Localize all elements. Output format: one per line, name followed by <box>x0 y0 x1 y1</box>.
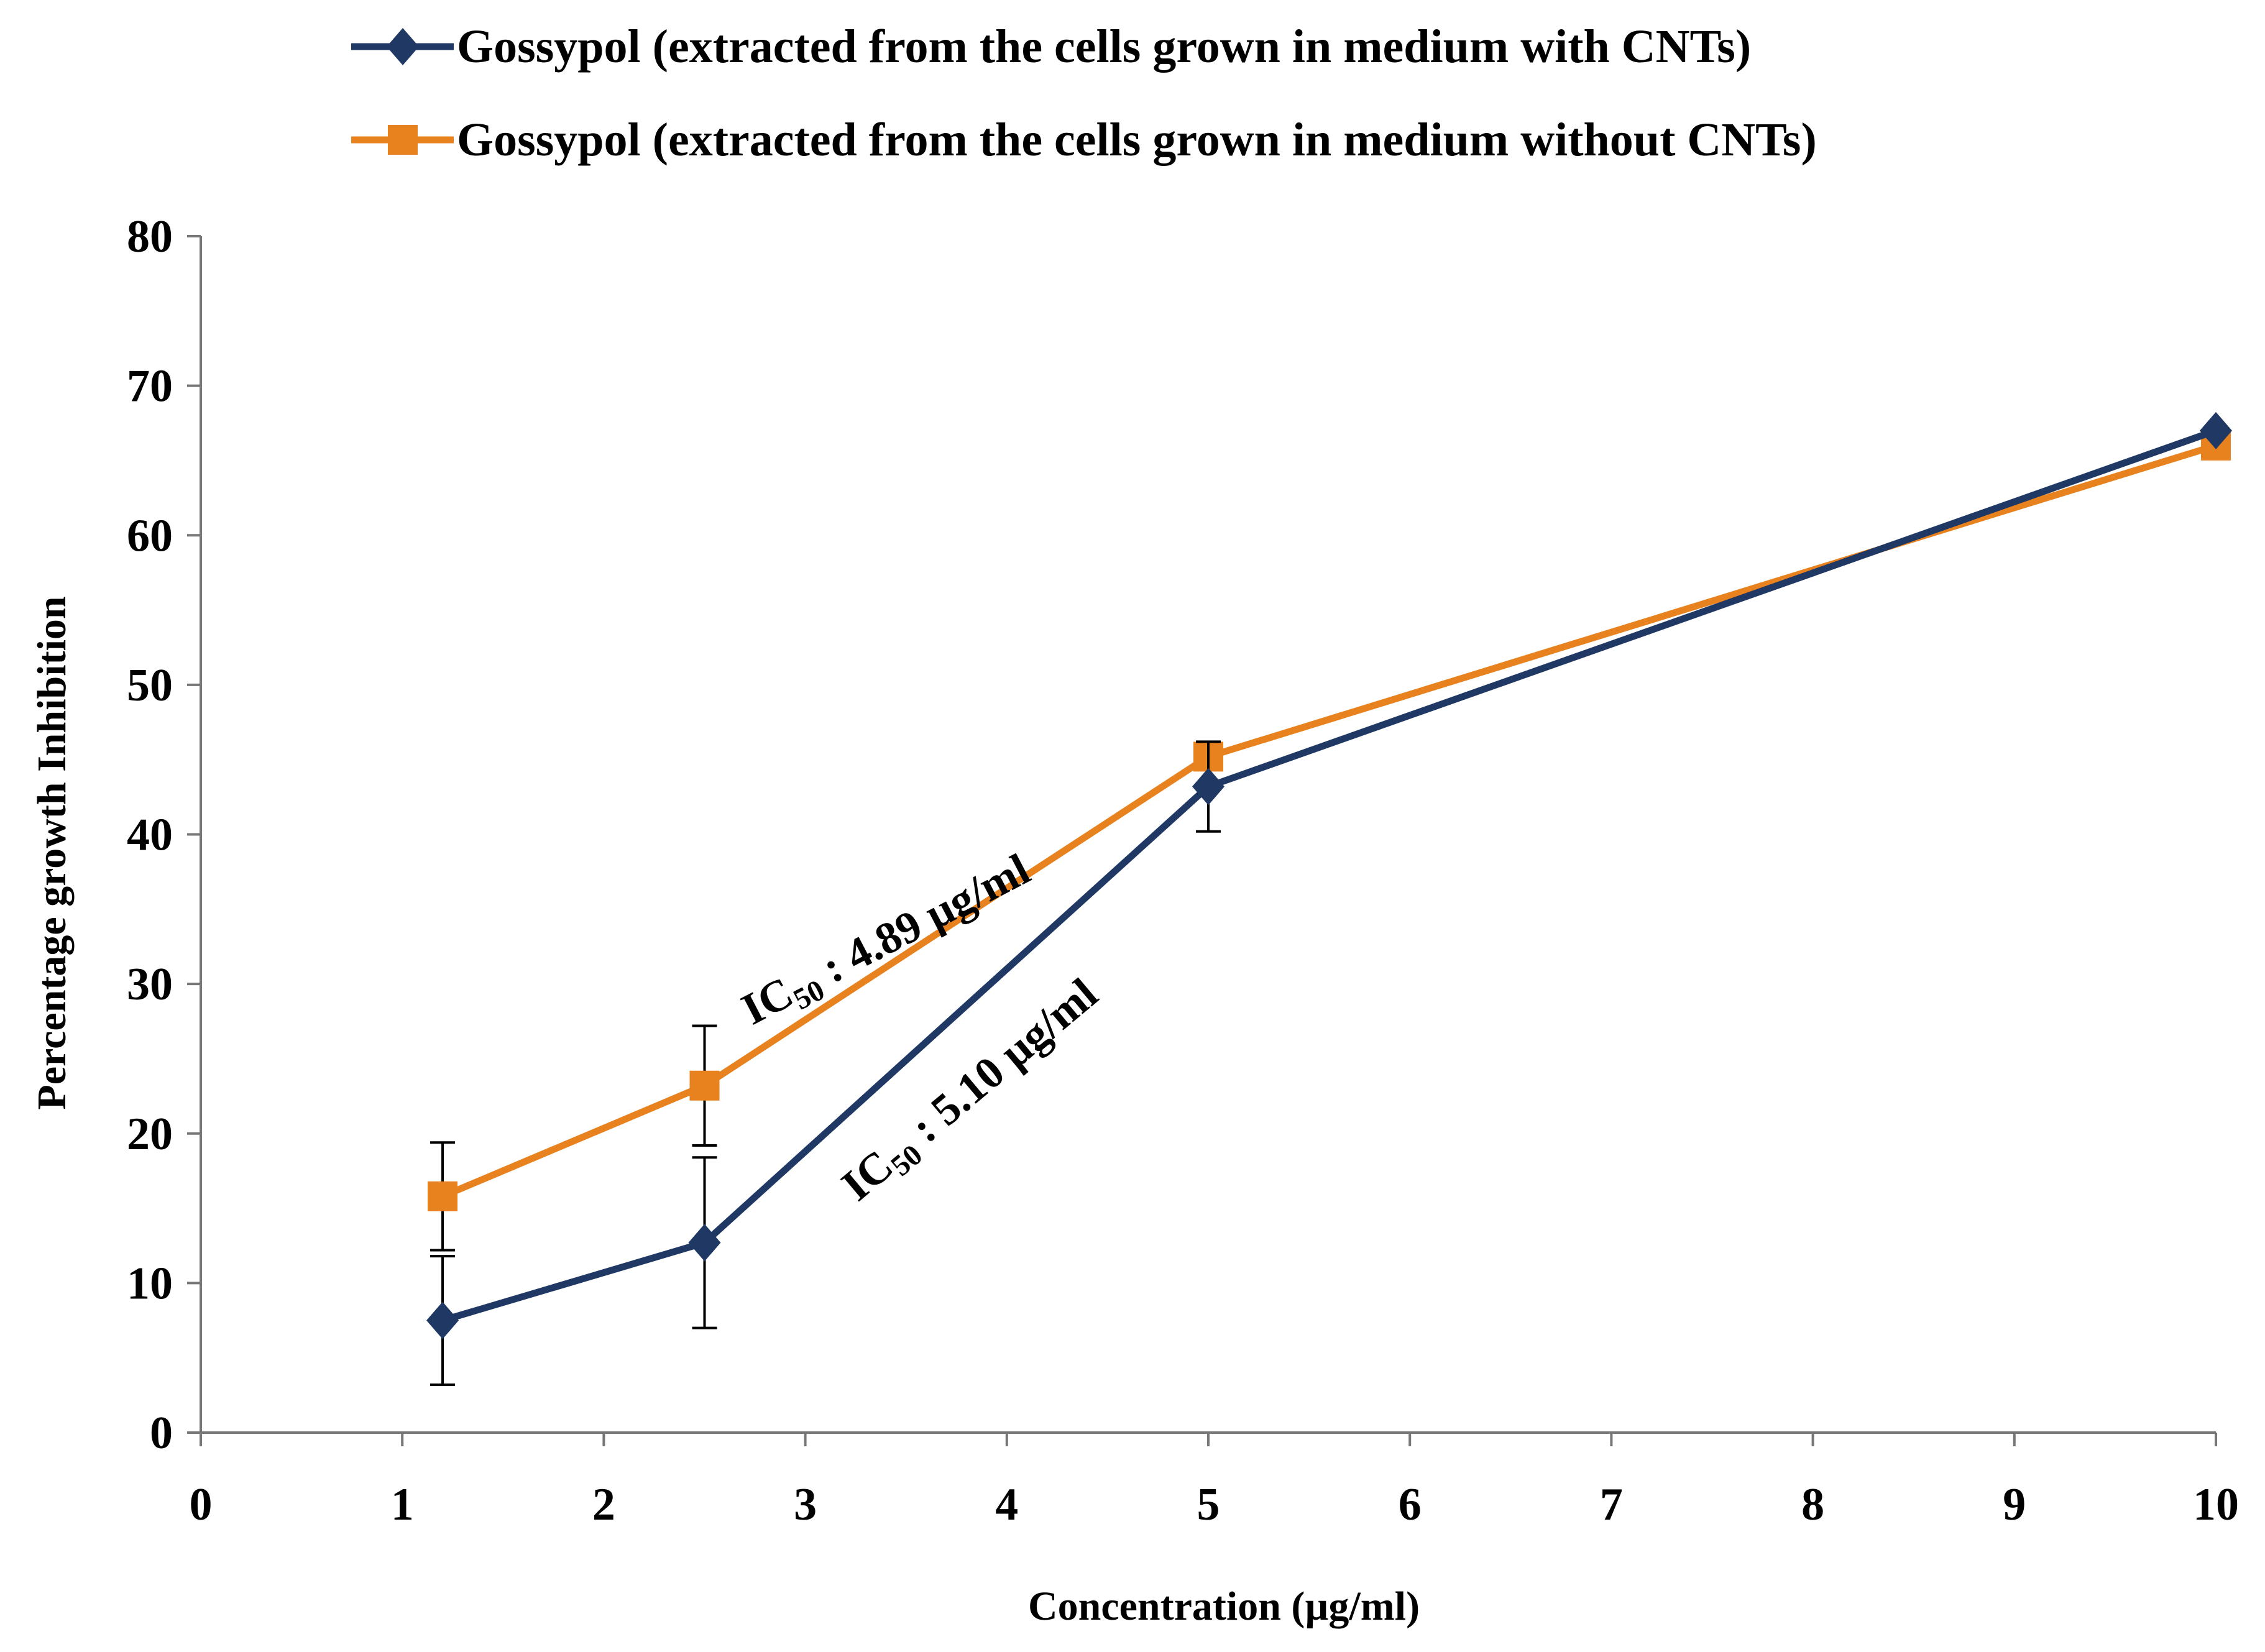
ic50-prefix: IC <box>733 967 801 1034</box>
y-tick-label: 40 <box>127 810 173 861</box>
x-ticks: 0 1 2 3 4 5 6 7 8 9 10 <box>190 1433 2239 1530</box>
legend-swatch-marker <box>388 125 418 155</box>
series-line <box>441 427 2217 1324</box>
y-tick-label: 70 <box>127 361 173 412</box>
axes: 0 10 20 30 40 50 60 70 80 0 1 2 3 4 5 6 7 8 9 10 <box>127 211 2239 1530</box>
series-line <box>441 442 2217 1200</box>
series-0 <box>426 411 2232 1386</box>
legend-label: Gossypol (extracted from the cells grown… <box>457 21 1751 73</box>
legend-label: Gossypol (extracted from the cells grown… <box>457 114 1817 166</box>
y-tick-label: 80 <box>127 211 173 262</box>
x-tick-label: 8 <box>1801 1479 1824 1530</box>
y-axis-title: Percentage growth Inhibition <box>29 596 75 1109</box>
x-tick-label: 2 <box>592 1479 615 1530</box>
data-point <box>1192 768 1224 805</box>
y-tick-label: 10 <box>127 1258 173 1309</box>
data-point <box>689 1070 720 1101</box>
x-tick-label: 1 <box>391 1479 414 1530</box>
x-tick-label: 0 <box>190 1479 213 1530</box>
data-point <box>428 1181 458 1211</box>
x-axis-title: Concentration (µg/ml) <box>1028 1584 1420 1629</box>
data-point <box>2200 411 2232 449</box>
y-tick-label: 50 <box>127 660 173 711</box>
x-tick-label: 9 <box>2003 1479 2026 1530</box>
data-point <box>426 1301 459 1339</box>
x-tick-label: 3 <box>794 1479 817 1530</box>
ic50-annotation: IC50 : 4.89 µg/ml <box>733 844 1040 1039</box>
y-ticks: 0 10 20 30 40 50 60 70 80 <box>127 211 201 1459</box>
data-point <box>688 1224 721 1262</box>
y-tick-label: 30 <box>127 959 173 1010</box>
legend-swatch-marker <box>387 28 419 65</box>
ic50-value: : 5.10 µg/ml <box>893 968 1107 1159</box>
x-tick-label: 6 <box>1399 1479 1422 1530</box>
series-layer <box>426 411 2232 1386</box>
legend: Gossypol (extracted from the cells grown… <box>351 21 1817 166</box>
x-tick-label: 4 <box>995 1479 1018 1530</box>
x-tick-label: 5 <box>1197 1479 1220 1530</box>
y-tick-label: 20 <box>127 1109 173 1160</box>
y-tick-label: 60 <box>127 510 173 561</box>
x-tick-label: 7 <box>1600 1479 1623 1530</box>
series-1 <box>428 430 2231 1252</box>
x-tick-label: 10 <box>2193 1479 2239 1530</box>
y-tick-label: 0 <box>150 1408 173 1459</box>
